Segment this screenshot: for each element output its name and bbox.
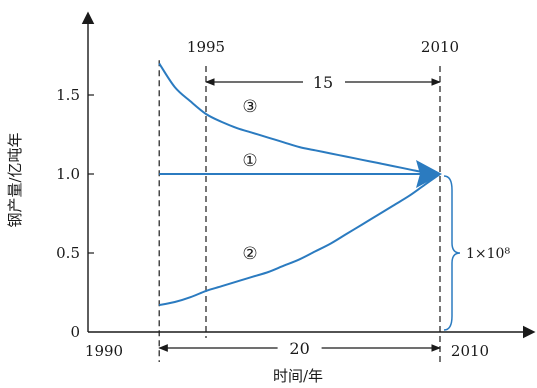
series-2-line [159,173,441,307]
y-tick-label: 0 [70,323,80,341]
marker-lines [158,60,441,362]
x-axis-title: 时间/年 [273,367,323,385]
span-bottom-dimension: 20 [158,339,441,358]
x-tick-label-1990: 1990 [85,342,123,360]
span-bottom-label: 20 [289,339,309,358]
span-top-label: 15 [313,73,333,92]
y-tick-label: 1.0 [56,165,80,183]
y-tick-label: 1.5 [56,86,80,104]
series-2-label: ② [242,244,257,264]
series-3-line [158,62,441,175]
y-axis-title: 钢产量/亿吨年 [6,132,24,227]
right-brace [443,175,461,331]
brace-label: 1×10⁸ [466,246,510,262]
series-3-label: ③ [242,97,257,117]
span-top-dimension: 15 [205,73,441,92]
y-tick-label: 0.5 [56,244,80,262]
top-year-label-2010: 2010 [421,38,459,56]
series-1-label: ① [242,151,257,171]
convergence-arrowhead [416,160,442,188]
x-tick-label-2010: 2010 [451,342,489,360]
y-ticks: 0 0.5 1.0 1.5 [56,86,94,341]
top-year-label-1995: 1995 [187,38,225,56]
